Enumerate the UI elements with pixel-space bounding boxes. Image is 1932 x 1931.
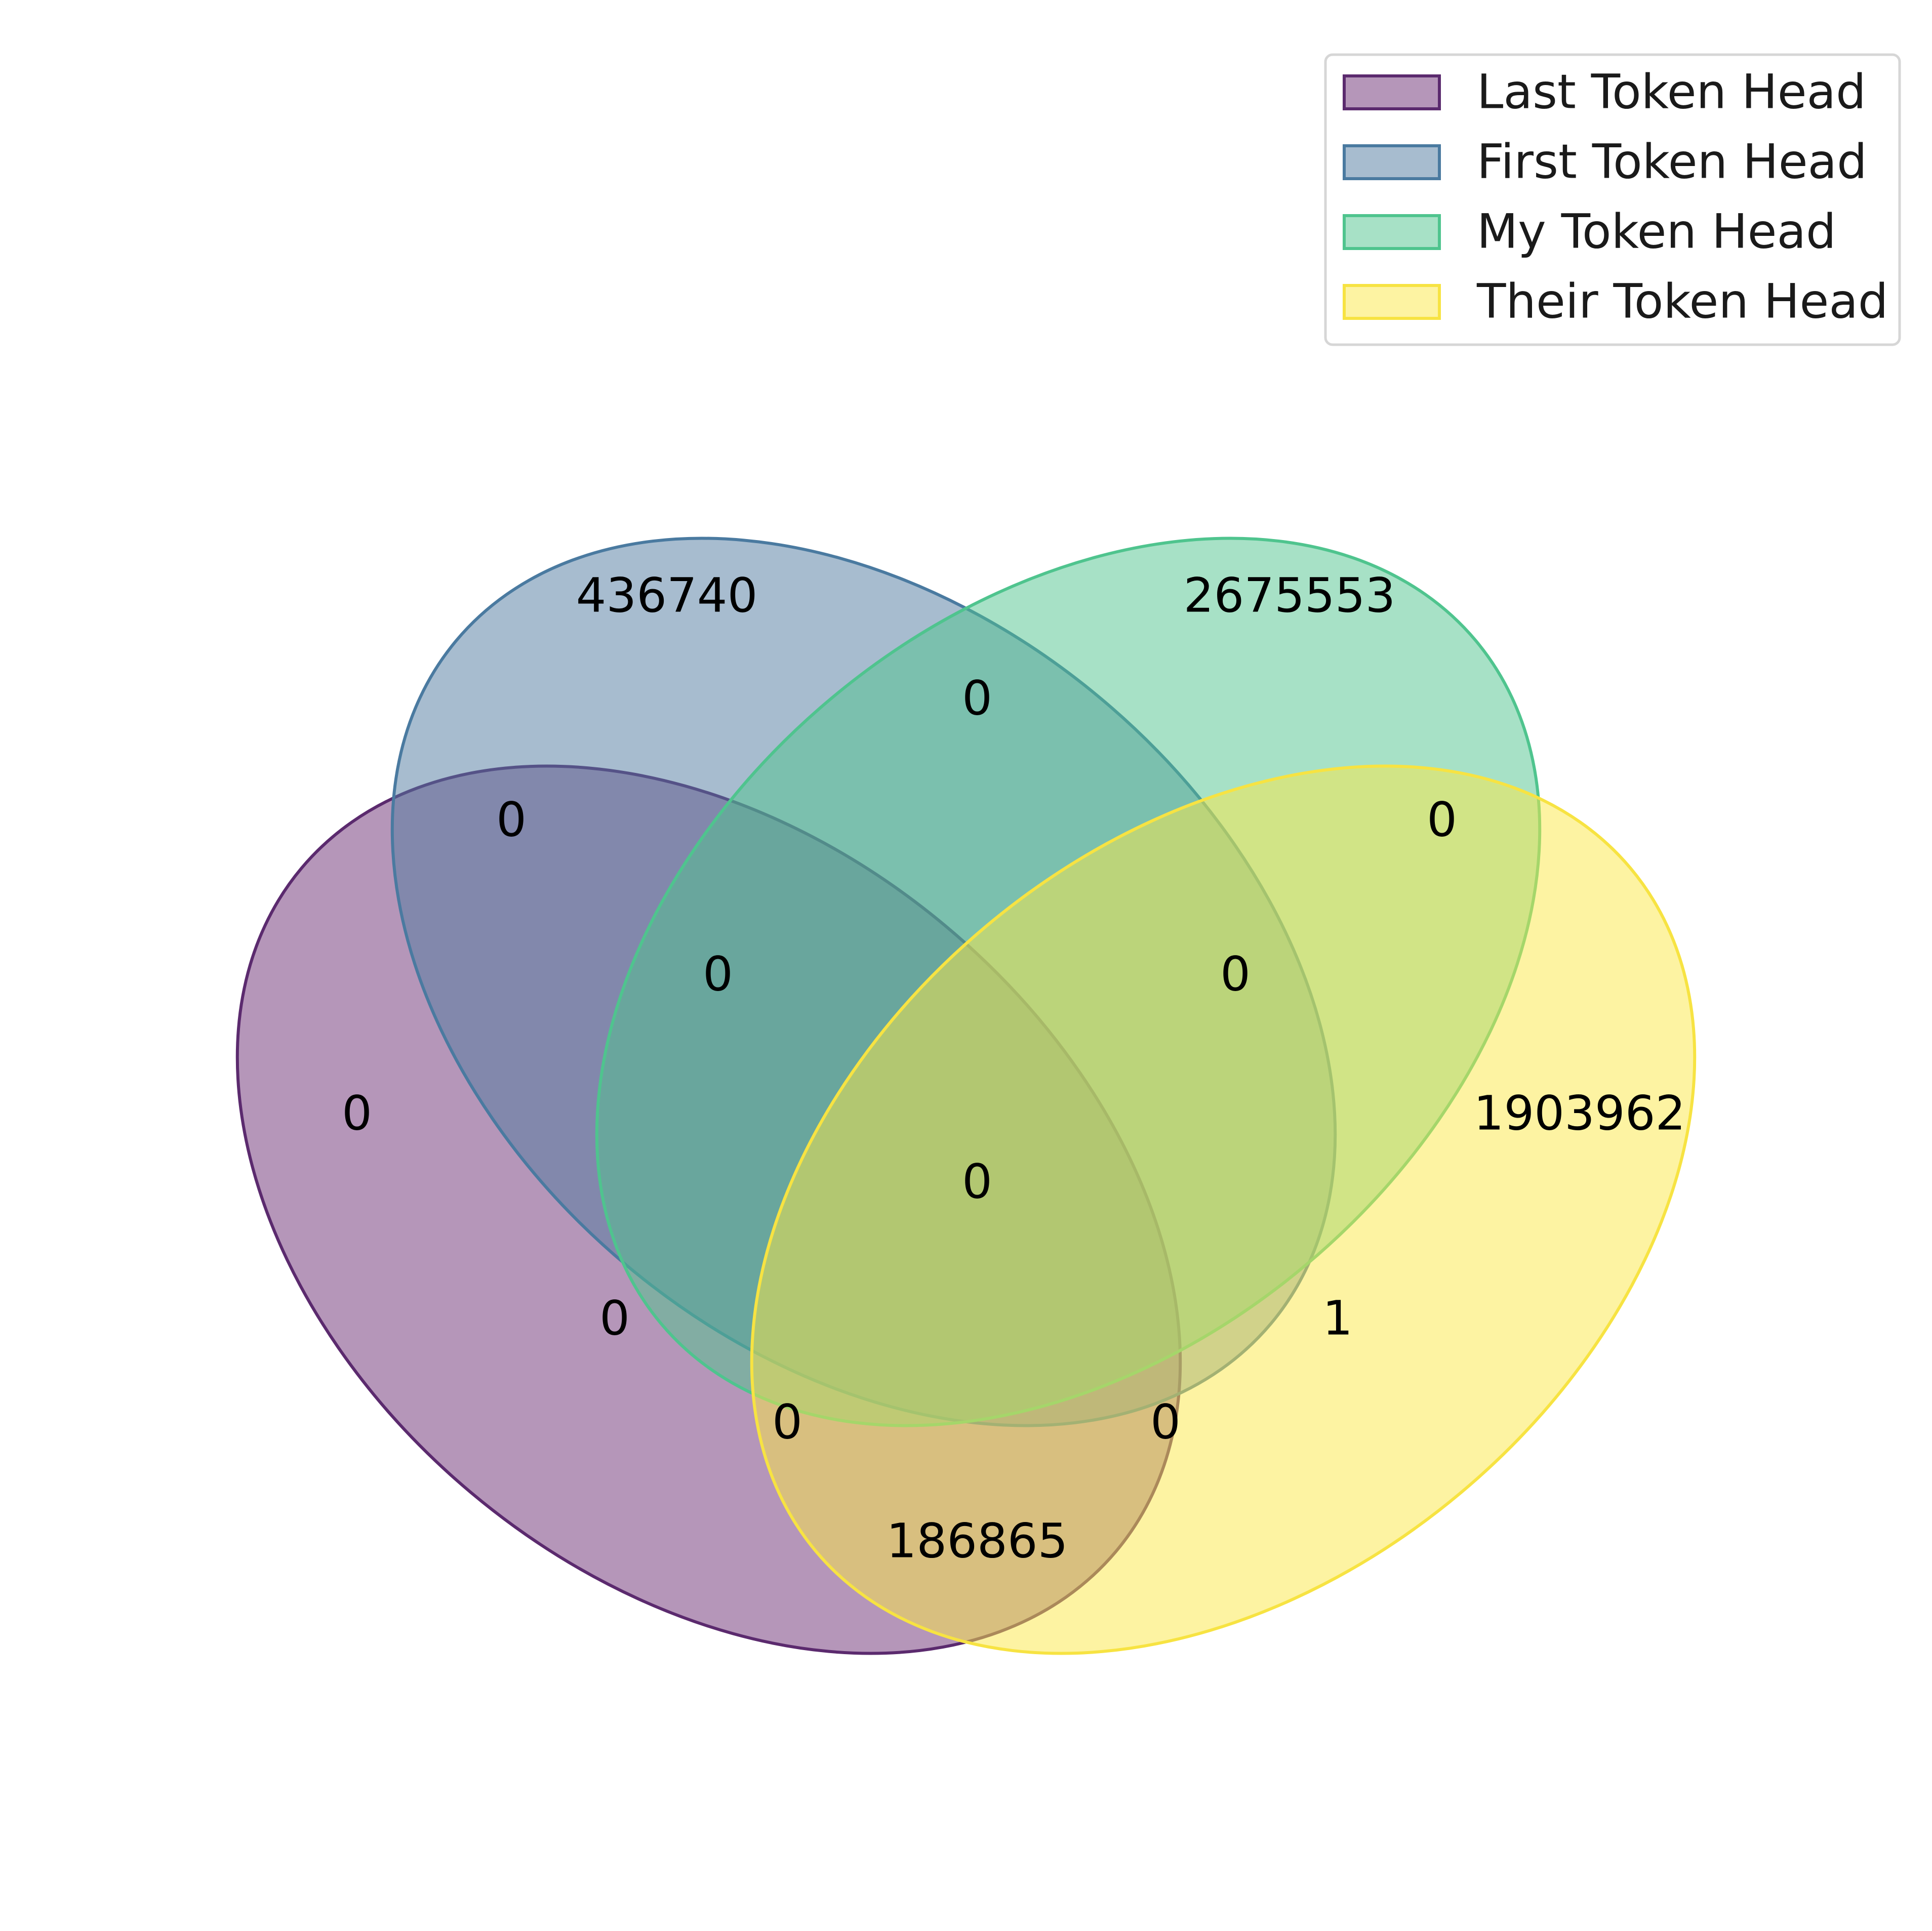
legend: Last Token Head First Token Head My Toke… xyxy=(1324,53,1901,346)
count-last-first-their: 0 xyxy=(1150,1395,1181,1450)
count-last-only: 0 xyxy=(342,1086,372,1141)
region-counts: 436740 2675553 0 0 0 0 0 0 1903962 0 0 1… xyxy=(342,568,1685,1569)
count-first-only: 436740 xyxy=(576,568,758,624)
count-last-first-my: 0 xyxy=(703,947,733,1002)
legend-swatch-their-token-head xyxy=(1343,284,1441,320)
legend-label-my-token-head: My Token Head xyxy=(1477,204,1836,260)
legend-label-their-token-head: Their Token Head xyxy=(1476,274,1888,330)
count-last-their: 186865 xyxy=(887,1514,1068,1569)
count-all-four: 0 xyxy=(962,1155,992,1210)
legend-swatch-first-token-head xyxy=(1343,144,1441,180)
set-ellipses xyxy=(235,537,1697,1655)
legend-frame xyxy=(1324,53,1901,346)
legend-swatch-last-token-head xyxy=(1343,74,1441,110)
count-first-my: 0 xyxy=(962,671,992,726)
count-first-their: 1 xyxy=(1322,1291,1353,1346)
count-my-their: 0 xyxy=(1427,793,1457,848)
legend-swatch-my-token-head xyxy=(1343,214,1441,250)
count-last-my: 0 xyxy=(599,1291,630,1346)
legend-label-last-token-head: Last Token Head xyxy=(1477,65,1866,120)
ellipse-their-token-head xyxy=(750,764,1697,1655)
count-last-my-their: 0 xyxy=(772,1395,802,1450)
count-first-my-their: 0 xyxy=(1220,947,1251,1002)
count-last-first: 0 xyxy=(496,793,527,848)
count-their-only: 1903962 xyxy=(1474,1086,1686,1141)
count-my-only: 2675553 xyxy=(1184,568,1396,624)
legend-label-first-token-head: First Token Head xyxy=(1477,135,1867,190)
